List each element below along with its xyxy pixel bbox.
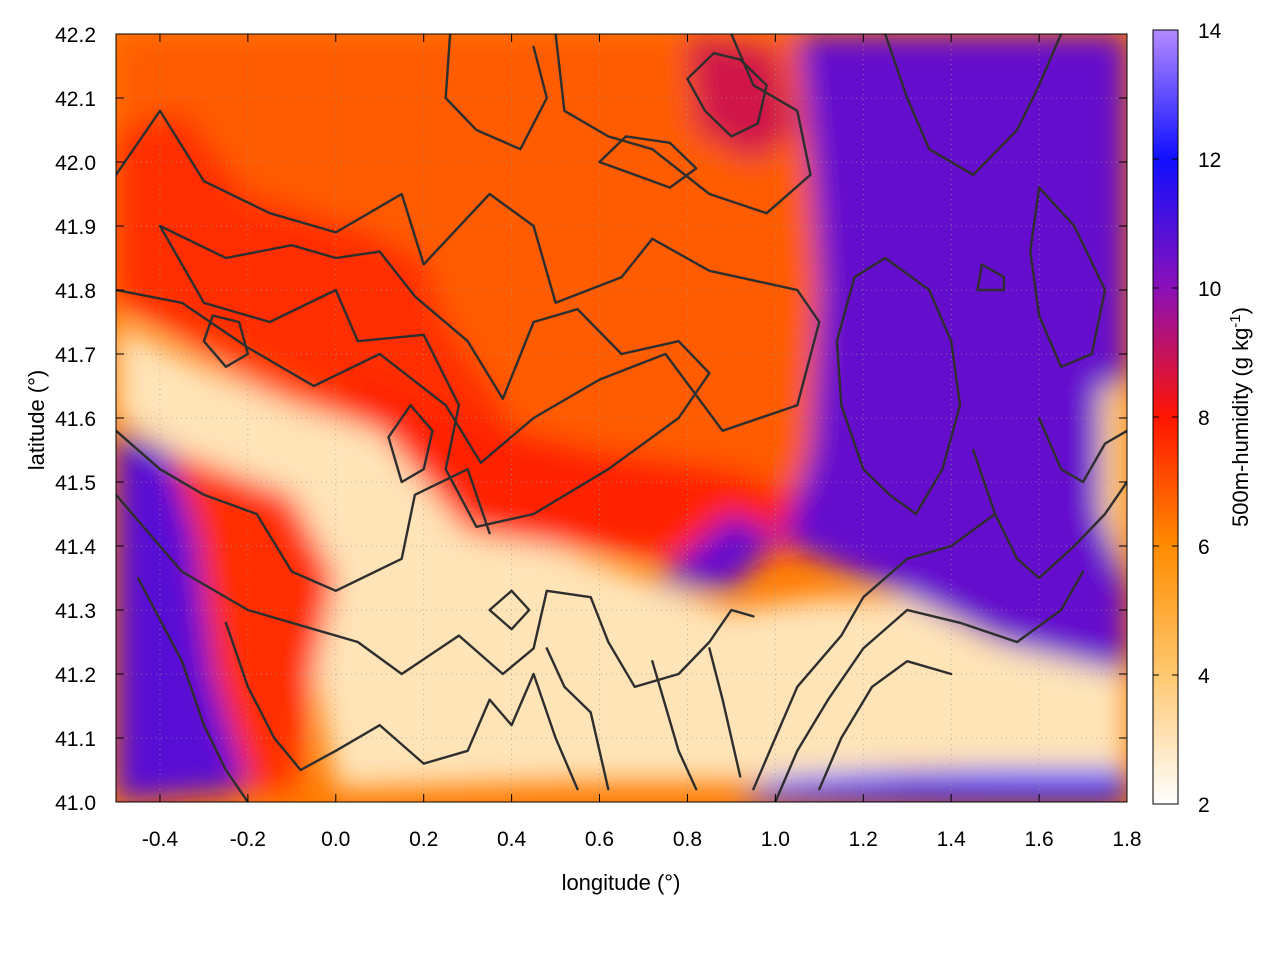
x-axis-ticks: -0.4 -0.2 0.0 0.2 0.4 0.6 0.8 1.0 1.2 1.4 1.6 1.8 xyxy=(142,34,1142,851)
heat-region-southwest-red xyxy=(168,450,336,790)
colorbar-ticks: 2 4 6 8 10 12 14 xyxy=(1153,20,1222,817)
x-tick-label: 0.8 xyxy=(673,828,702,851)
colorbar-tick-label: 12 xyxy=(1198,149,1221,172)
contour-line-1 xyxy=(158,224,711,528)
x-tick-label: 0.6 xyxy=(585,828,614,851)
y-tick-label: 41.7 xyxy=(55,344,96,367)
y-tick-label: 41.0 xyxy=(55,792,96,815)
heat-region-northwest-red-band xyxy=(116,110,512,483)
y-tick-label: 42.2 xyxy=(55,24,96,47)
contour-line-5 xyxy=(598,135,698,189)
contour-lines xyxy=(116,34,1127,802)
contour-line-18 xyxy=(835,256,962,516)
x-tick-label: 0.0 xyxy=(321,828,350,851)
y-tick-label: 41.5 xyxy=(55,472,96,495)
colorbar-label-superscript: -1 xyxy=(1227,314,1244,327)
x-axis-label: longitude (°) xyxy=(562,870,681,895)
contour-line-10 xyxy=(545,647,610,791)
contour-line-16 xyxy=(972,448,1127,580)
contour-line-0 xyxy=(116,109,821,464)
colorbar-tick-label: 4 xyxy=(1198,665,1210,688)
heat-region-southwest-pale xyxy=(116,322,1127,790)
y-axis-ticks: 41.0 41.1 41.2 41.3 41.4 41.5 41.6 41.7 41.8 41.9… xyxy=(55,24,1127,815)
contour-line-4 xyxy=(686,52,768,138)
y-tick-label: 42.1 xyxy=(55,88,96,111)
y-tick-label: 41.2 xyxy=(55,664,96,687)
colorbar: 2 4 6 8 10 12 14 500m-humidity (g kg-1) xyxy=(1152,20,1253,817)
heat-region-south-blue-band xyxy=(731,770,1127,802)
contour-line-22 xyxy=(488,589,531,631)
heat-region-northeast-red-cell xyxy=(687,34,798,162)
grid-lines xyxy=(116,34,1127,802)
contour-line-20 xyxy=(1029,186,1107,368)
contour-line-7 xyxy=(116,493,755,688)
y-tick-label: 41.6 xyxy=(55,408,96,431)
colorbar-tick-label: 14 xyxy=(1198,20,1222,43)
contour-line-24 xyxy=(202,314,250,368)
contour-line-14 xyxy=(774,570,1085,802)
x-tick-label: 1.8 xyxy=(1112,828,1141,851)
heat-region-east-purple-blue xyxy=(652,34,1127,674)
colorbar-label: 500m-humidity (g kg-1) xyxy=(1227,307,1253,527)
colorbar-tick-label: 10 xyxy=(1198,278,1221,301)
colorbar-label-suffix: ) xyxy=(1228,307,1253,314)
y-tick-label: 41.9 xyxy=(55,216,96,239)
x-tick-label: 0.4 xyxy=(497,828,527,851)
y-tick-label: 41.8 xyxy=(55,280,96,303)
heatmap-regions xyxy=(116,34,1127,802)
contour-line-17 xyxy=(1037,416,1127,484)
y-axis-label: latitude (°) xyxy=(24,370,49,471)
contour-line-12 xyxy=(708,647,742,778)
contour-line-3 xyxy=(444,34,548,151)
x-tick-label: -0.2 xyxy=(230,828,266,851)
x-tick-label: -0.4 xyxy=(142,828,179,851)
y-tick-label: 42.0 xyxy=(55,152,96,175)
y-tick-label: 41.3 xyxy=(55,600,96,623)
colorbar-label-main: 500m-humidity (g kg xyxy=(1228,328,1253,527)
contour-line-9 xyxy=(224,621,579,791)
x-tick-label: 0.2 xyxy=(409,828,438,851)
heat-region-central-red-tongue xyxy=(335,366,811,559)
x-tick-label: 1.4 xyxy=(937,828,967,851)
contour-line-6 xyxy=(116,429,491,592)
colorbar-tick-label: 6 xyxy=(1198,536,1210,559)
colorbar-tick-label: 2 xyxy=(1198,794,1210,817)
y-tick-label: 41.1 xyxy=(55,728,96,751)
plot-area xyxy=(116,34,1127,802)
x-tick-label: 1.6 xyxy=(1024,828,1053,851)
contour-line-19 xyxy=(884,34,1063,176)
contour-line-21 xyxy=(976,263,1006,292)
contour-line-23 xyxy=(387,404,434,484)
colorbar-tick-label: 8 xyxy=(1198,407,1210,430)
contour-line-11 xyxy=(651,660,698,791)
contour-line-8 xyxy=(136,576,250,802)
contour-line-2 xyxy=(554,34,812,215)
contour-line-15 xyxy=(818,660,953,791)
y-tick-label: 41.4 xyxy=(55,536,96,559)
x-tick-label: 1.0 xyxy=(761,828,790,851)
contour-line-13 xyxy=(752,512,997,791)
heat-region-west-blue-strip xyxy=(116,430,248,802)
x-tick-label: 1.2 xyxy=(849,828,878,851)
